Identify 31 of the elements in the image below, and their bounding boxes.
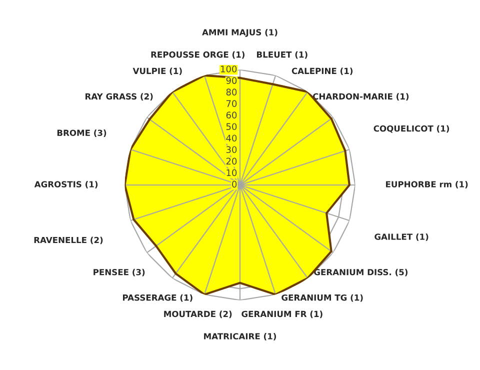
y-tick-label: 70 — [226, 100, 237, 107]
spoke-label: REPOUSSE ORGE (1) — [151, 51, 244, 59]
spoke-label: GERANIUM FR (1) — [242, 310, 322, 318]
spoke-label: RAY GRASS (2) — [86, 93, 153, 101]
y-tick-label: 50 — [226, 123, 237, 130]
y-tick-label: 20 — [226, 158, 237, 165]
y-tick-label: 30 — [226, 146, 237, 154]
spoke-label: BLEUET (1) — [257, 51, 308, 59]
spoke-label: VULPIE (1) — [132, 68, 182, 76]
spoke-label: GERANIUM DISS. (5) — [314, 268, 408, 276]
spoke-label: COQUELICOT (1) — [374, 125, 450, 133]
y-tick-label: 60 — [226, 112, 237, 118]
spoke-label: AGROSTIS (1) — [34, 180, 98, 188]
spoke-label: GAILLET (1) — [374, 233, 428, 241]
spoke-label: PENSEE (3) — [94, 268, 145, 276]
spoke-label: AMMI MAJUS (1) — [202, 28, 278, 37]
spoke-label: GERANIUM TG (1) — [282, 294, 363, 302]
spoke-label: BROME (3) — [57, 130, 106, 137]
spoke-label: PASSERAGE (1) — [123, 294, 192, 302]
spoke-label: CALEPINE (1) — [292, 68, 353, 76]
y-tick-label: 100 — [220, 66, 237, 72]
y-tick-label: 10 — [226, 169, 237, 176]
spoke-label: EUPHORBE rm (1) — [386, 180, 468, 188]
y-tick-label: 90 — [226, 77, 237, 84]
spoke-label: MATRICAIRE (1) — [204, 332, 276, 340]
y-tick-label: 80 — [226, 88, 237, 96]
spoke-label: RAVENELLE (2) — [34, 236, 103, 244]
y-tick-label: 40 — [226, 134, 237, 142]
y-tick-label: 0 — [232, 180, 237, 188]
spoke-label: CHARDON-MARIE (1) — [313, 93, 409, 101]
spoke-label: MOUTARDE (2) — [164, 310, 232, 318]
